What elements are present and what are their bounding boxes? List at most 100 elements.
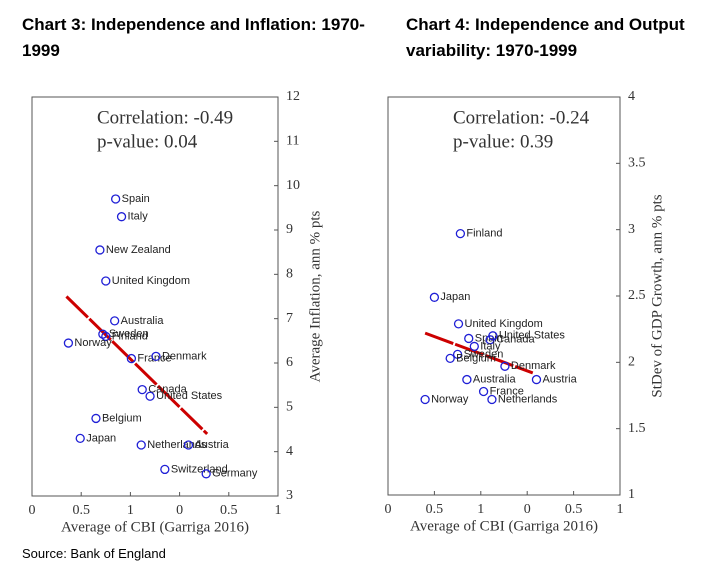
y-tick-label: 2 [628, 355, 635, 370]
point-label: Finland [112, 330, 148, 342]
point-label: Belgium [456, 352, 496, 364]
point [116, 212, 127, 222]
point [91, 413, 101, 424]
plot-frame [31, 96, 279, 497]
point [531, 374, 542, 385]
point [469, 341, 479, 352]
annotation: p-value: 0.39 [453, 131, 553, 152]
point [137, 384, 147, 395]
y-tick-label: 7 [286, 311, 293, 326]
point [452, 349, 463, 360]
point [126, 353, 137, 364]
point-label: United Kingdom [112, 275, 190, 287]
fit-line [65, 295, 209, 436]
point-label: Finland [466, 228, 502, 240]
point-label: United Kingdom [465, 318, 543, 330]
x-axis-label: Average of CBI (Garriga 2016) [410, 518, 598, 534]
point [201, 469, 211, 479]
y-tick-label: 9 [286, 222, 293, 237]
point-label: Spain [475, 332, 503, 344]
y-tick-label: 12 [286, 89, 300, 104]
y-tick-label: 4 [628, 89, 635, 104]
point [110, 194, 121, 204]
x-tick-label: 0.5 [565, 502, 583, 517]
point [420, 394, 430, 405]
point [500, 361, 510, 371]
y-tick-label: 3 [286, 488, 293, 503]
point [145, 391, 155, 401]
chart-title: Chart 3: Independence and Inflation: 197… [22, 15, 365, 60]
point-label: Australia [473, 373, 517, 385]
point [462, 374, 472, 385]
point [160, 464, 170, 475]
point [487, 394, 497, 405]
point-label: Switzerland [171, 463, 228, 475]
point-label: Belgium [102, 412, 142, 424]
point [151, 351, 161, 362]
point [445, 353, 455, 364]
point-label: United States [156, 390, 223, 402]
y-tick-label: 3.5 [628, 156, 646, 171]
chart-title: Chart 4: Independence and Output variabi… [406, 15, 685, 60]
plot-frame [387, 96, 621, 496]
point-label: Japan [440, 291, 470, 303]
x-tick-label: 0.5 [220, 503, 238, 518]
point [98, 329, 108, 339]
point-label: Norway [431, 393, 469, 405]
point-label: Sweden [464, 348, 504, 360]
point [429, 292, 440, 302]
y-tick-label: 8 [286, 267, 293, 282]
point [478, 386, 489, 397]
point [464, 333, 474, 344]
point-label: Spain [122, 193, 150, 205]
annotation: Correlation: -0.24 [453, 107, 590, 128]
point-label: United States [499, 330, 566, 342]
y-axis-label: Average Inflation, ann % pts [307, 210, 323, 382]
y-tick-label: 1.5 [628, 421, 646, 436]
point [75, 433, 85, 444]
y-axis-label: StDev of GDP Growth, ann % pts [649, 194, 665, 397]
x-tick-label: 1 [275, 503, 282, 518]
fit-line [424, 331, 534, 375]
source: Source: Bank of England [22, 546, 166, 561]
x-tick-label: 0 [29, 503, 36, 518]
point-label: Canada [148, 384, 187, 396]
y-tick-label: 1 [628, 487, 635, 502]
point-label: New Zealand [106, 244, 171, 256]
x-tick-label: 1 [617, 502, 624, 517]
point-label: Germany [212, 468, 258, 480]
point-label: Austria [542, 373, 577, 385]
point-label: Austria [194, 439, 229, 451]
x-tick-label: 0.5 [72, 503, 90, 518]
point-label: Japan [86, 432, 116, 444]
y-tick-label: 3 [628, 222, 635, 237]
point-label: Norway [74, 337, 112, 349]
annotation: Correlation: -0.49 [97, 107, 233, 128]
annotation: p-value: 0.04 [97, 131, 198, 152]
point-label: Canada [496, 334, 535, 346]
point [488, 331, 498, 341]
point-label: Denmark [162, 350, 207, 362]
point-label: Denmark [511, 360, 556, 372]
y-tick-label: 4 [286, 444, 293, 459]
point [63, 338, 74, 348]
x-tick-label: 0 [176, 503, 183, 518]
y-tick-label: 2.5 [628, 288, 646, 303]
point [183, 440, 194, 450]
point [95, 245, 105, 255]
point [455, 228, 466, 239]
point-label: France [137, 352, 171, 364]
point [110, 316, 120, 326]
point-label: Italy [128, 211, 149, 223]
point [453, 319, 464, 329]
point-label: Sweden [109, 328, 149, 340]
point [101, 331, 111, 342]
x-tick-label: 1 [127, 503, 134, 518]
x-axis-label: Average of CBI (Garriga 2016) [61, 519, 249, 535]
point-label: Italy [480, 340, 501, 352]
y-tick-label: 6 [286, 355, 293, 370]
y-tick-label: 10 [286, 178, 300, 193]
x-tick-label: 0 [524, 502, 531, 517]
y-tick-label: 5 [286, 400, 293, 415]
